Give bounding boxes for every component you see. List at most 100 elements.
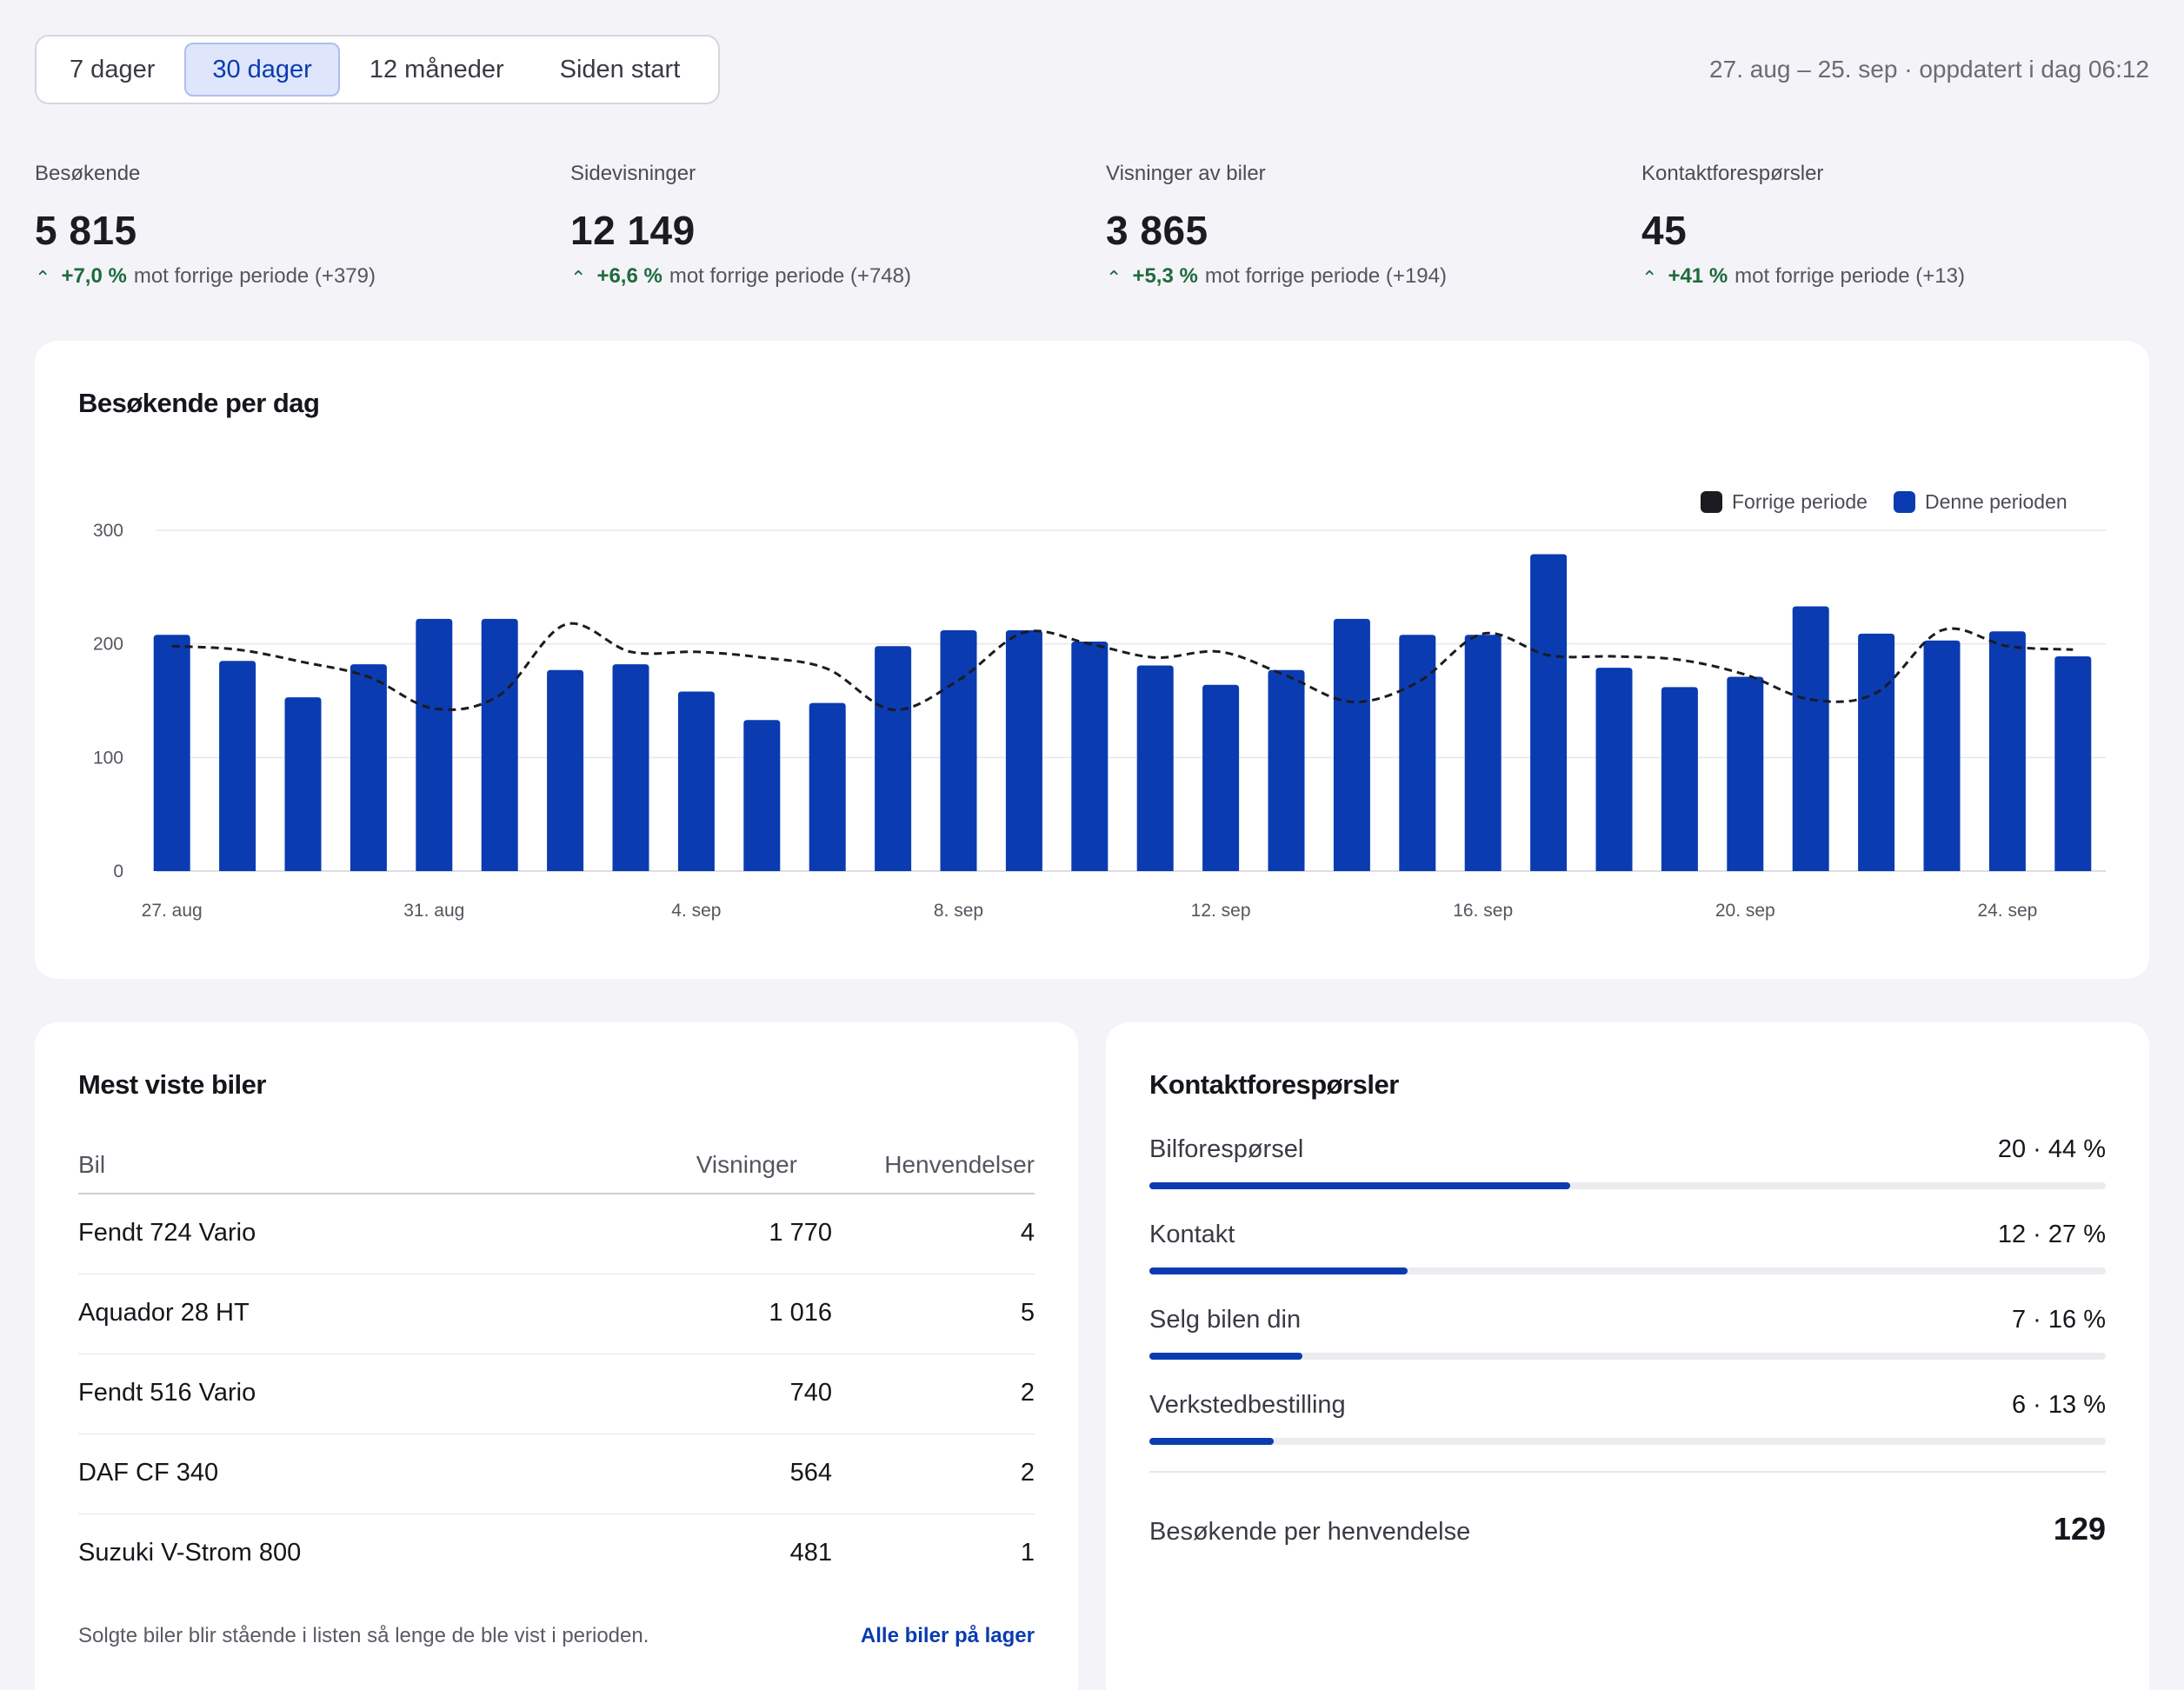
kpi-value: 5 815: [35, 208, 137, 253]
chart-bar: [1136, 665, 1174, 871]
chart-bar: [547, 669, 584, 871]
x-tick-label: 31. aug: [403, 901, 464, 921]
table-row[interactable]: Suzuki V-Strom 800 481 1: [78, 1514, 1035, 1594]
car-views: 564: [789, 1459, 832, 1487]
chart-title: Besøkende per dag: [78, 388, 320, 418]
chart-bar: [219, 661, 256, 871]
chart-bar: [1727, 676, 1764, 871]
top-cars-title: Mest viste biler: [78, 1069, 266, 1100]
period-selector: 7 dager 30 dager 12 måneder Siden start: [35, 35, 720, 104]
column-header-car: Bil: [78, 1151, 106, 1178]
period-option-since-start[interactable]: Siden start: [559, 55, 681, 83]
period-option-7-days[interactable]: 7 dager: [70, 55, 156, 83]
kpi-delta-text: mot forrige periode (+194): [1204, 264, 1447, 288]
kpi-car-views: Visninger av biler 3 865 ⌃ +5,3 % mot fo…: [1106, 162, 1593, 289]
table-row[interactable]: DAF CF 340 564 2: [78, 1434, 1035, 1514]
car-inquiries: 2: [1020, 1459, 1035, 1487]
chart-bar: [1923, 640, 1961, 871]
kpi-delta: ⌃ +41 % mot forrige periode (+13): [1641, 264, 2128, 289]
y-tick-label: 200: [93, 635, 123, 655]
contact-type-label: Kontakt: [1149, 1221, 1235, 1248]
contact-requests-card: Kontaktforespørsler Bilforespørsel 20 · …: [1106, 1022, 2149, 1690]
chart-bar: [1858, 633, 1895, 871]
chart-bar: [481, 618, 518, 871]
kpi-delta-text: mot forrige periode (+379): [133, 264, 376, 288]
visitors-per-inquiry-label: Besøkende per henvendelse: [1149, 1518, 1471, 1546]
kpi-delta-text: mot forrige periode (+748): [669, 264, 911, 288]
x-tick-label: 12. sep: [1191, 901, 1251, 921]
divider: [1149, 1471, 2106, 1473]
x-tick-label: 20. sep: [1715, 901, 1775, 921]
kpi-delta: ⌃ +7,0 % mot forrige periode (+379): [35, 264, 522, 289]
kpi-delta-pct: +7,0 %: [61, 264, 127, 288]
car-name: Suzuki V-Strom 800: [78, 1539, 302, 1567]
previous-period-line: [171, 622, 2074, 711]
table-row[interactable]: Fendt 724 Vario 1 770 4: [78, 1194, 1035, 1274]
column-header-inquiries: Henvendelser: [884, 1151, 1035, 1178]
period-option-30-days[interactable]: 30 dager: [184, 43, 340, 96]
chart-bar: [284, 697, 322, 871]
kpi-delta-pct: +41 %: [1668, 264, 1728, 288]
chart-bar: [1399, 635, 1436, 871]
kpi-label: Besøkende: [35, 162, 141, 185]
car-inquiries: 5: [1020, 1299, 1035, 1327]
car-inquiries: 1: [1020, 1539, 1035, 1567]
chart-bar: [416, 618, 453, 871]
period-option-12-months[interactable]: 12 måneder: [369, 55, 504, 83]
legend-swatch: [1701, 491, 1722, 513]
chart-bar: [743, 720, 781, 871]
contact-type-value: 7 · 16 %: [2012, 1306, 2106, 1334]
column-header-views: Visninger: [696, 1151, 797, 1178]
chart-bar: [1988, 631, 2026, 871]
legend-swatch: [1893, 491, 1915, 513]
date-range-label: 27. aug – 25. sep · oppdatert i dag 06:1…: [1709, 56, 2149, 83]
contact-type-row: Selg bilen din 7 · 16 %: [1149, 1306, 2106, 1375]
car-name: DAF CF 340: [78, 1459, 219, 1487]
car-name: Aquador 28 HT: [78, 1299, 250, 1327]
visitors-per-inquiry-value: 129: [2053, 1511, 2106, 1547]
top-cars-card: Mest viste biler Bil Visninger Henvendel…: [35, 1022, 1078, 1690]
all-cars-in-stock-link[interactable]: Alle biler på lager: [860, 1624, 1035, 1647]
kpi-delta-pct: +5,3 %: [1132, 264, 1198, 288]
car-views: 1 770: [769, 1219, 832, 1247]
progress-fill: [1149, 1353, 1302, 1360]
car-views: 481: [789, 1539, 832, 1567]
kpi-delta: ⌃ +6,6 % mot forrige periode (+748): [570, 264, 1057, 289]
kpi-visitors: Besøkende 5 815 ⌃ +7,0 % mot forrige per…: [35, 162, 522, 289]
x-tick-label: 16. sep: [1453, 901, 1513, 921]
table-row[interactable]: Aquador 28 HT 1 016 5: [78, 1274, 1035, 1354]
chart-bar: [1202, 684, 1240, 871]
contact-type-label: Selg bilen din: [1149, 1306, 1302, 1334]
chart-bar: [1005, 629, 1042, 871]
chart-bar: [1792, 606, 1829, 871]
contact-type-value: 20 · 44 %: [1997, 1135, 2106, 1163]
chart-bar: [1595, 668, 1633, 871]
contact-type-value: 6 · 13 %: [2012, 1391, 2106, 1419]
y-tick-label: 100: [93, 748, 123, 768]
car-name: Fendt 724 Vario: [78, 1219, 256, 1247]
x-tick-label: 8. sep: [934, 901, 983, 921]
trend-up-icon: ⌃: [1106, 267, 1122, 289]
x-tick-label: 4. sep: [671, 901, 721, 921]
table-row[interactable]: Fendt 516 Vario 740 2: [78, 1354, 1035, 1434]
contact-type-label: Verkstedbestilling: [1149, 1391, 1346, 1419]
chart-bar: [2054, 656, 2092, 871]
kpi-contact-requests: Kontaktforespørsler 45 ⌃ +41 % mot forri…: [1641, 162, 2128, 289]
progress-track: [1149, 1182, 2106, 1189]
chart-bar: [1071, 642, 1109, 871]
chart-bar: [1661, 687, 1698, 871]
chart-bar: [677, 691, 715, 871]
kpi-delta-pct: +6,6 %: [596, 264, 663, 288]
car-name: Fendt 516 Vario: [78, 1379, 256, 1407]
progress-track: [1149, 1353, 2106, 1360]
chart-bar: [1333, 618, 1370, 871]
y-tick-label: 300: [93, 521, 123, 541]
chart-bar: [809, 702, 846, 871]
progress-fill: [1149, 1268, 1408, 1274]
car-inquiries: 4: [1020, 1219, 1035, 1247]
contact-type-value: 12 · 27 %: [1997, 1221, 2106, 1248]
sold-cars-note: Solgte biler blir stående i listen så le…: [78, 1624, 649, 1647]
kpi-label: Kontaktforespørsler: [1641, 162, 1824, 185]
kpi-label: Sidevisninger: [570, 162, 696, 185]
chart-bar: [350, 664, 387, 871]
